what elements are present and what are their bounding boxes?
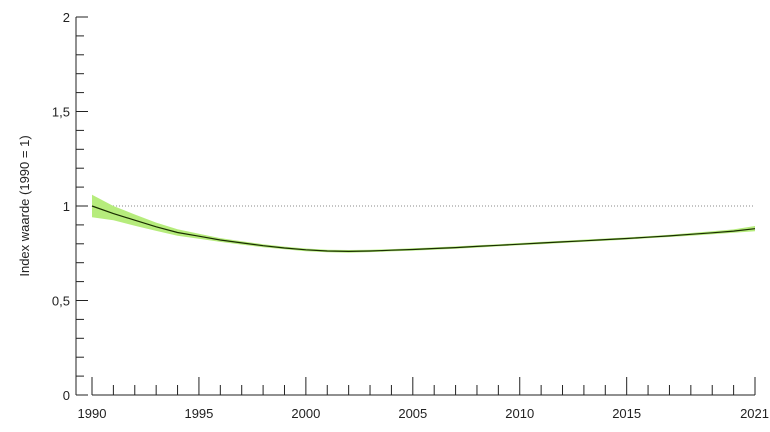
- y-tick-label: 1,5: [52, 105, 70, 120]
- x-tick-label: 2010: [505, 406, 534, 421]
- confidence-band: [92, 194, 755, 253]
- x-tick-label: 2005: [398, 406, 427, 421]
- index-line: [91, 205, 756, 253]
- x-ticks: 1990 1995 2000 2005 2010 2015 2021: [78, 377, 769, 421]
- x-tick-label: 1990: [78, 406, 107, 421]
- y-tick-label: 1: [63, 199, 70, 214]
- x-tick-label: 2000: [291, 406, 320, 421]
- y-ticks: 0 0,5 1 1,5 2: [52, 10, 88, 403]
- x-tick-label: 2021: [740, 406, 769, 421]
- x-tick-label: 2015: [612, 406, 641, 421]
- y-tick-label: 2: [63, 10, 70, 25]
- x-tick-label: 1995: [184, 406, 213, 421]
- y-axis-title: Index waarde (1990 = 1): [17, 135, 32, 276]
- y-tick-label: 0,5: [52, 294, 70, 309]
- y-tick-label: 0: [63, 388, 70, 403]
